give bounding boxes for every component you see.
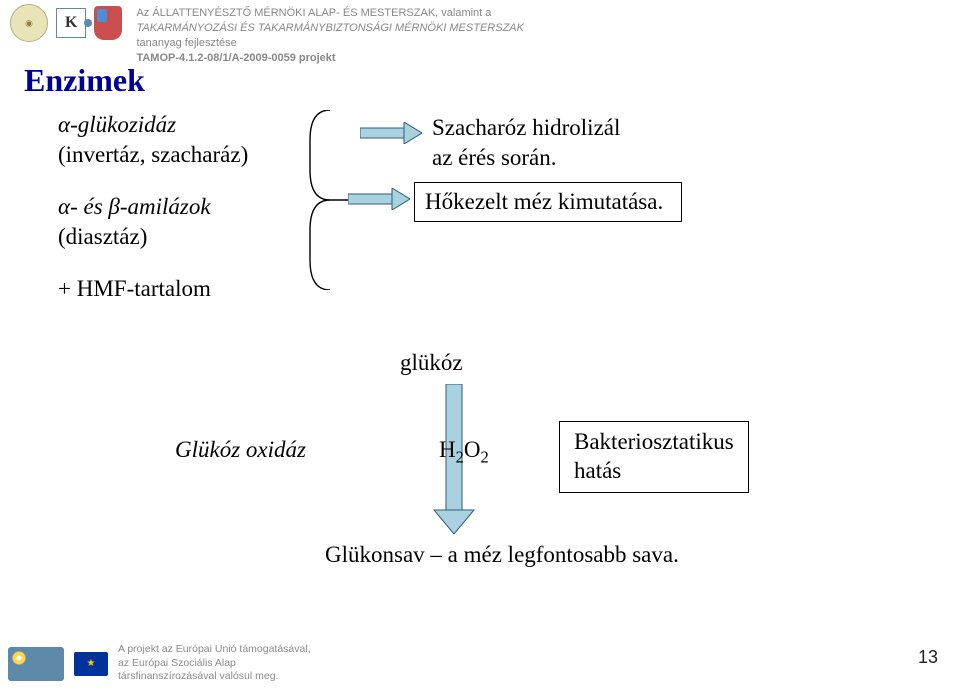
page-title: Enzimek (24, 62, 145, 99)
right-text-1a: Szacharóz hidrolizál (432, 113, 620, 143)
h2o2-sub1: 2 (456, 448, 464, 467)
page-number: 13 (918, 647, 938, 668)
arrow-right-icon (348, 188, 410, 210)
k-logo-icon: K (56, 8, 86, 38)
right-text-1: Szacharóz hidrolizál az érés során. (432, 113, 620, 173)
circle-logo-icon: ◉ (10, 4, 48, 42)
header-text: Az ÁLLATTENYÉSZTŐ MÉRNÖKI ALAP- ÉS MESTE… (136, 6, 524, 65)
heattreated-text: Hőkezelt méz kimutatása. (425, 189, 663, 214)
eu-star: ★ (87, 658, 96, 669)
bacteriostatic-line2: hatás (574, 457, 734, 486)
footer-line-1: A projekt az Európai Unió támogatásával, (118, 643, 311, 657)
logo-k-letter: K (65, 14, 77, 32)
heattreated-box: Hőkezelt méz kimutatása. (414, 182, 682, 222)
enzyme-2-sub: (diasztáz) (58, 222, 248, 252)
gluconic-acid-text: Glükonsav – a méz legfontosabb sava. (325, 542, 679, 568)
header-line-4: TAMOP-4.1.2-08/1/A-2009-0059 projekt (136, 51, 524, 66)
enzyme-2-name: α- és β-amilázok (58, 192, 248, 222)
enzyme-3: + HMF-tartalom (58, 274, 248, 304)
umft-logo-icon (8, 647, 64, 681)
footer-line-2: az Európai Szociális Alap (118, 657, 311, 671)
bacteriostatic-box: Bakteriosztatikus hatás (559, 421, 749, 493)
glucose-label: glükóz (400, 350, 463, 376)
enzyme-item-3: + HMF-tartalom (58, 274, 248, 304)
enzyme-item-1: α-glükozidáz (invertáz, szacharáz) (58, 110, 248, 170)
slide-header: ◉ K Az ÁLLATTENYÉSZTŐ MÉRNÖKI ALAP- ÉS M… (10, 4, 950, 65)
header-line-3: tananyag fejlesztése (136, 36, 524, 51)
enzyme-1-name: α-glükozidáz (58, 110, 248, 140)
glucose-oxidase-label: Glükóz oxidáz (175, 437, 306, 463)
h2o2-o: O (464, 437, 481, 462)
header-line-1: Az ÁLLATTENYÉSZTŐ MÉRNÖKI ALAP- ÉS MESTE… (136, 6, 524, 21)
header-line-2: TAKARMÁNYOZÁSI ÉS TAKARMÁNYBIZTONSÁGI MÉ… (136, 21, 524, 36)
enzyme-1-sub: (invertáz, szacharáz) (58, 140, 248, 170)
footer-text: A projekt az Európai Unió támogatásával,… (118, 643, 311, 684)
h2o2-formula: H2O2 (439, 437, 489, 468)
right-text-1b: az érés során. (432, 143, 620, 173)
enzyme-list: α-glükozidáz (invertáz, szacharáz) α- és… (58, 110, 248, 325)
footer-line-3: társfinanszírozásával valósul meg. (118, 670, 311, 684)
slide-footer: ★ A projekt az Európai Unió támogatásáva… (8, 643, 311, 684)
h2o2-sub2: 2 (481, 448, 489, 467)
eu-flag-icon: ★ (74, 652, 108, 676)
shield-logo-icon (94, 6, 122, 40)
arrow-right-icon (360, 122, 422, 144)
bacteriostatic-line1: Bakteriosztatikus (574, 428, 734, 457)
h2o2-h: H (439, 437, 456, 462)
enzyme-item-2: α- és β-amilázok (diasztáz) (58, 192, 248, 252)
